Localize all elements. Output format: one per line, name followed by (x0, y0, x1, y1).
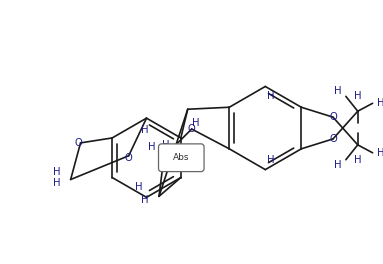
FancyBboxPatch shape (159, 144, 204, 172)
Text: H: H (53, 167, 61, 177)
Text: H: H (354, 155, 362, 165)
Text: H: H (162, 140, 170, 150)
Text: H: H (267, 155, 275, 165)
Text: H: H (334, 86, 342, 96)
Text: H: H (334, 160, 342, 170)
Text: H: H (53, 178, 61, 188)
Text: O: O (125, 153, 133, 163)
Text: H: H (135, 182, 142, 192)
Text: H: H (141, 125, 148, 135)
Text: O: O (188, 124, 196, 134)
Text: O: O (329, 134, 337, 144)
Text: H: H (267, 91, 275, 101)
Text: O: O (75, 138, 82, 148)
Text: H: H (354, 91, 362, 101)
Text: O: O (329, 112, 337, 122)
Text: Abs: Abs (173, 153, 190, 162)
Text: H: H (141, 195, 149, 205)
Text: H: H (377, 98, 383, 108)
Text: H: H (192, 118, 200, 128)
Text: H: H (377, 148, 383, 158)
Text: H: H (148, 142, 156, 152)
